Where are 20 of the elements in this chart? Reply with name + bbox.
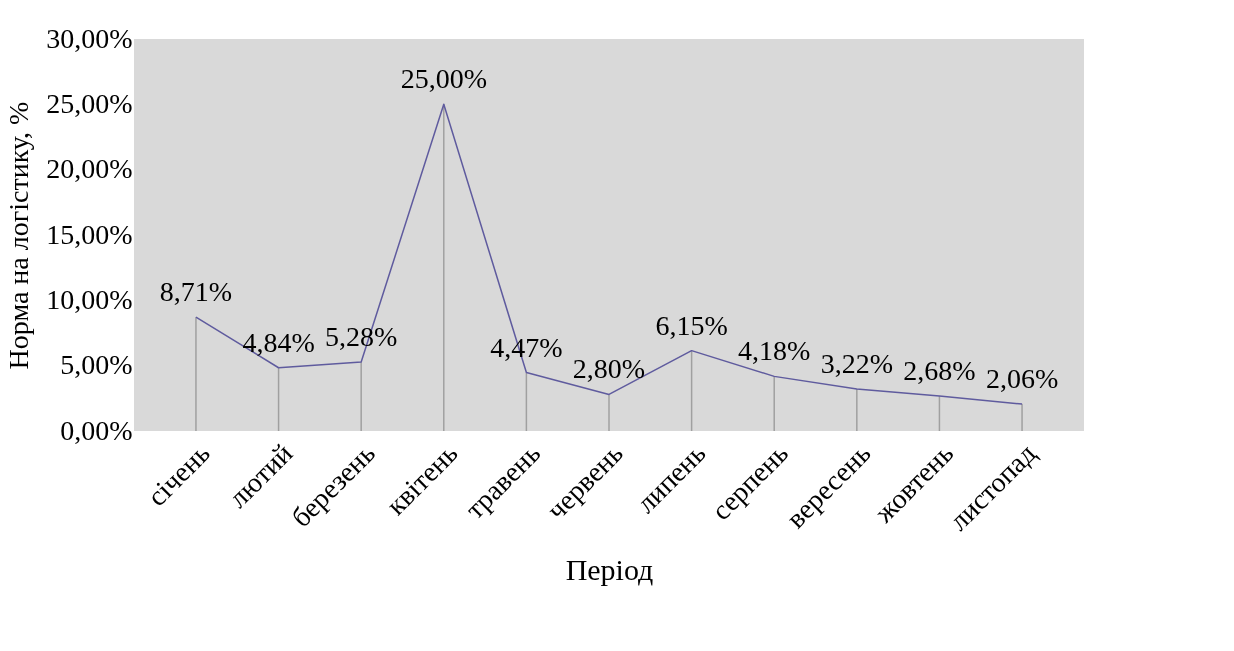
- y-tick-label: 15,00%: [46, 218, 133, 250]
- y-tick-label: 0,00%: [60, 414, 133, 446]
- data-label: 4,47%: [490, 331, 563, 363]
- data-label: 2,06%: [985, 363, 1059, 395]
- data-label: 4,18%: [738, 335, 811, 367]
- y-tick-label: 20,00%: [46, 153, 133, 185]
- y-axis-title: Норма на логістику, %: [3, 101, 35, 370]
- data-label: 5,28%: [325, 321, 398, 353]
- y-tick-label: 5,00%: [60, 349, 133, 381]
- data-label: 6,15%: [655, 309, 728, 341]
- y-tick-label: 25,00%: [46, 87, 133, 119]
- x-axis-title: Період: [565, 553, 654, 587]
- data-label: 8,71%: [159, 276, 233, 308]
- data-label: 3,22%: [820, 347, 893, 379]
- data-label: 4,84%: [242, 326, 315, 358]
- data-label: 25,00%: [400, 63, 487, 95]
- data-label: 2,80%: [572, 353, 646, 385]
- y-tick-label: 30,00%: [46, 22, 133, 54]
- data-label: 2,68%: [903, 354, 976, 386]
- y-tick-label: 10,00%: [46, 283, 133, 315]
